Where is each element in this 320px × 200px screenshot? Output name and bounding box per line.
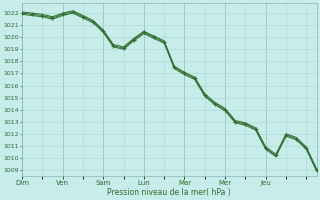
X-axis label: Pression niveau de la mer( hPa ): Pression niveau de la mer( hPa ) [108,188,231,197]
